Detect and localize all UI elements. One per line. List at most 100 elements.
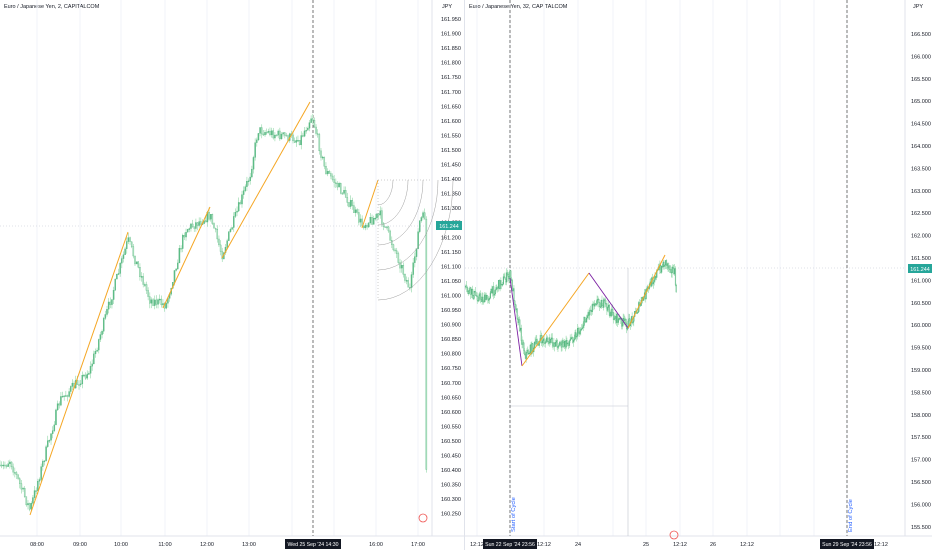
y-tick-label: 156.500 [911,480,931,486]
y-tick-label: 160.900 [441,323,461,329]
candle [177,262,179,270]
candle [473,290,475,299]
candle [358,212,360,223]
candle [234,212,237,217]
candle [617,319,619,323]
y-tick-label: 160.850 [441,337,461,343]
candle [302,135,304,137]
candle [499,280,501,290]
candle [527,350,529,355]
candle [653,279,655,283]
candle [415,248,418,257]
trend-line [29,231,129,516]
x-tick-label: 12:00 [200,542,214,548]
candle [392,244,395,251]
chart-pane-left[interactable]: Euro / Japanese Yen, 2, CAPITALCOM JPY 1… [0,0,464,550]
candle [612,308,614,313]
candle [252,157,255,170]
candle [135,261,138,265]
price-chart-left[interactable]: 161.950 161.900 161.850 161.800 161.750 161.7… [0,0,464,550]
candle [43,460,46,462]
candle [22,488,24,490]
y-tick-label: 161.050 [441,279,461,285]
candle [599,306,602,309]
candle [68,391,70,397]
current-price-label: 161.244 [910,267,930,273]
y-tick-label: 161.700 [441,90,461,96]
y-tick-label: 161.750 [441,75,461,81]
candle [569,339,571,341]
candle [387,226,390,232]
candle [511,280,513,292]
fib-arc [377,179,409,226]
candle [198,221,200,226]
candle [579,330,581,335]
candle [17,474,19,479]
candle [516,308,518,320]
candle [511,278,513,281]
candle [591,304,593,313]
candle [338,183,340,188]
candle [422,212,424,218]
candle [341,192,344,195]
candle [256,139,258,143]
candle [185,232,187,238]
candle [37,481,39,491]
y-tick-label: 161.100 [441,264,461,270]
candle [475,291,477,296]
candle [487,297,489,300]
candle [65,395,67,397]
y-tick-label: 163.000 [911,189,931,195]
candle [368,222,370,228]
candle [372,218,375,225]
candle [323,156,326,167]
candle [335,182,337,184]
candle [626,328,628,330]
candle [377,213,380,216]
candle [359,218,362,223]
candle [150,299,153,304]
candle [38,479,41,482]
candle [550,339,552,343]
candle [409,287,411,289]
candle [147,290,149,297]
candle [178,248,181,264]
candle [190,223,192,229]
candle [35,490,37,492]
candle [23,488,26,497]
candle [200,221,202,225]
candle [318,134,321,152]
candle [312,118,314,121]
candle [331,175,334,180]
candle [663,261,665,267]
candle [257,133,260,141]
crosshair-time-label-2: Sun 29 Sep '24 23:56 [822,542,872,548]
candle [671,267,673,274]
candle [214,227,217,230]
crosshair-time-tag [285,539,341,549]
candle [152,299,154,306]
candle [410,274,413,288]
candle [558,345,560,347]
candle [298,140,301,146]
chart-pane-right[interactable]: Euro / Japanese Yen, 32, CAPITALCOM JPY … [464,0,932,550]
candle [532,343,534,353]
candle [15,472,18,476]
chart-title-left: Euro / Japanese Yen, 2, CAPITALCOM [4,4,100,10]
candle [502,284,504,286]
candle [98,339,100,351]
candle [96,349,98,352]
candle [467,287,469,292]
candle [231,227,233,230]
candle [209,214,212,220]
price-chart-right[interactable]: 166.500 166.000 165.500 165.000 164.500 164.0… [465,0,932,550]
candle [51,430,54,434]
y-tick-label: 161.650 [441,104,461,110]
y-tick-label: 161.150 [441,250,461,256]
candle [117,273,120,275]
candle [158,298,161,301]
x-tick-label: 24 [575,542,581,548]
candle [425,218,428,470]
candle [116,273,118,280]
candle [130,241,133,247]
